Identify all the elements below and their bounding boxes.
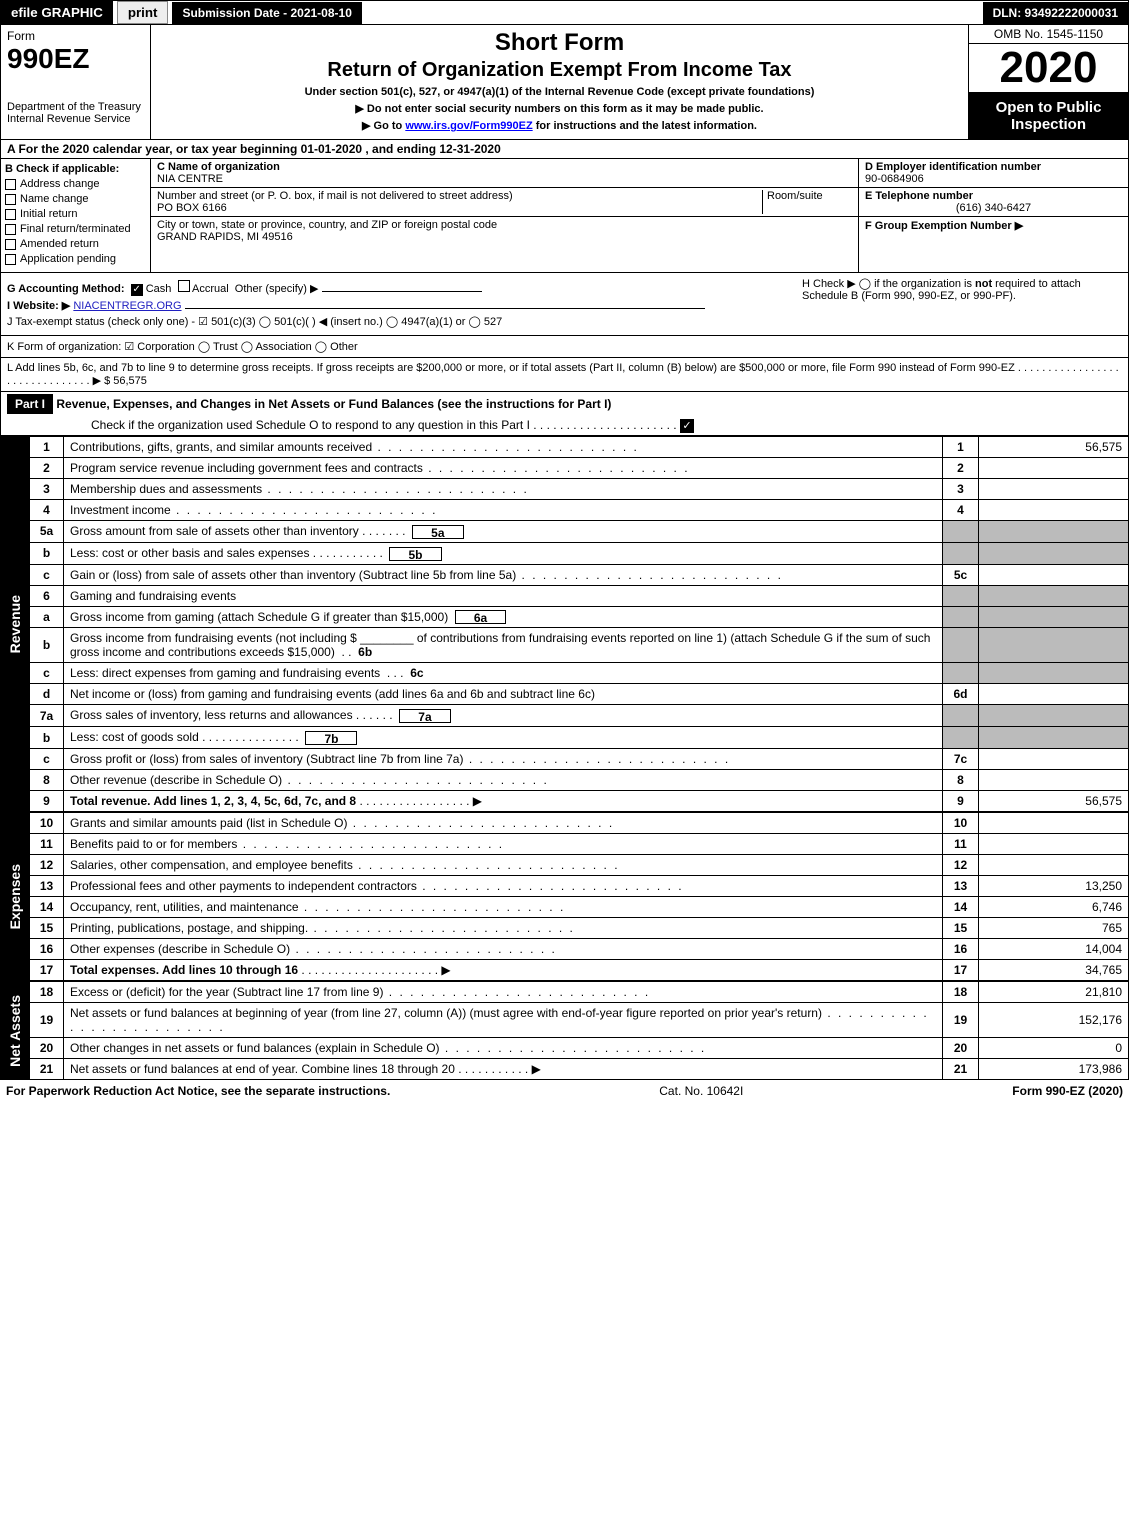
dln-label: DLN: 93492222000031 <box>983 2 1128 24</box>
part1-header-row: Part I Revenue, Expenses, and Changes in… <box>0 392 1129 436</box>
header-right: OMB No. 1545-1150 2020 Open to Public In… <box>968 25 1128 139</box>
cell-d-ein: D Employer identification number 90-0684… <box>859 159 1128 188</box>
website-link[interactable]: NIACENTREGR.ORG <box>73 300 181 312</box>
rows-g-to-l: H Check ▶ ◯ if the organization is not r… <box>0 273 1129 336</box>
line-k: K Form of organization: ☑ Corporation ◯ … <box>0 336 1129 358</box>
subtitle-1: Under section 501(c), 527, or 4947(a)(1)… <box>157 86 962 98</box>
omb-number: OMB No. 1545-1150 <box>969 25 1128 44</box>
ln1-num: 1 <box>30 437 64 458</box>
phone-value: (616) 340-6427 <box>865 202 1122 214</box>
line-a-tax-year: A For the 2020 calendar year, or tax yea… <box>0 140 1129 159</box>
revenue-side-label: Revenue <box>1 437 30 812</box>
expenses-side-label: Expenses <box>1 813 30 981</box>
print-button[interactable]: print <box>117 1 169 24</box>
irs-link[interactable]: www.irs.gov/Form990EZ <box>405 120 532 132</box>
department-label: Department of the Treasury Internal Reve… <box>7 101 144 125</box>
title-short-form: Short Form <box>157 29 962 57</box>
room-suite-label: Room/suite <box>762 190 852 214</box>
ln1-amt: 56,575 <box>979 437 1129 458</box>
netassets-side-label: Net Assets <box>1 982 30 1080</box>
info-grid: B Check if applicable: Address change Na… <box>0 159 1129 273</box>
col-c-org-info: C Name of organization NIA CENTRE Number… <box>151 159 858 272</box>
cb-amended-return[interactable]: Amended return <box>5 238 146 250</box>
cb-name-change[interactable]: Name change <box>5 193 146 205</box>
ln1-lab: 1 <box>943 437 979 458</box>
line-l: L Add lines 5b, 6c, and 7b to line 9 to … <box>0 358 1129 392</box>
col-b-checkboxes: B Check if applicable: Address change Na… <box>1 159 151 272</box>
ein-value: 90-0684906 <box>865 173 1122 185</box>
part1-check-line: Check if the organization used Schedule … <box>91 418 677 432</box>
box-h: H Check ▶ ◯ if the organization is not r… <box>802 277 1122 302</box>
cb-address-change[interactable]: Address change <box>5 178 146 190</box>
tax-year: 2020 <box>969 44 1128 93</box>
form-header: Form 990EZ Department of the Treasury In… <box>0 25 1129 140</box>
header-mid: Short Form Return of Organization Exempt… <box>151 25 968 139</box>
top-bar: efile GRAPHIC print Submission Date - 20… <box>0 0 1129 25</box>
row-city: City or town, state or province, country… <box>151 217 858 245</box>
col-b-label: B Check if applicable: <box>5 163 146 175</box>
ln1-txt: Contributions, gifts, grants, and simila… <box>64 437 943 458</box>
org-city: GRAND RAPIDS, MI 49516 <box>157 231 852 243</box>
subtitle-2: ▶ Do not enter social security numbers o… <box>157 102 962 115</box>
org-street: PO BOX 6166 <box>157 202 762 214</box>
row-c-name: C Name of organization NIA CENTRE <box>151 159 858 188</box>
title-return: Return of Organization Exempt From Incom… <box>157 59 962 82</box>
open-to-public: Open to Public Inspection <box>969 93 1128 139</box>
footer-cat: Cat. No. 10642I <box>390 1084 1012 1098</box>
part1-label: Part I <box>7 394 53 414</box>
header-left: Form 990EZ Department of the Treasury In… <box>1 25 151 139</box>
subtitle-3: ▶ Go to www.irs.gov/Form990EZ for instru… <box>157 119 962 132</box>
submission-date: Submission Date - 2021-08-10 <box>172 2 361 24</box>
line-j: J Tax-exempt status (check only one) - ☑… <box>7 315 1122 328</box>
form-label: Form <box>7 29 144 43</box>
cb-final-return[interactable]: Final return/terminated <box>5 223 146 235</box>
page-footer: For Paperwork Reduction Act Notice, see … <box>0 1080 1129 1102</box>
org-name: NIA CENTRE <box>157 173 852 185</box>
form-number: 990EZ <box>7 43 144 75</box>
cb-initial-return[interactable]: Initial return <box>5 208 146 220</box>
cell-e-phone: E Telephone number (616) 340-6427 <box>859 188 1128 217</box>
footer-left: For Paperwork Reduction Act Notice, see … <box>6 1084 390 1098</box>
part1-title: Revenue, Expenses, and Changes in Net As… <box>56 397 611 411</box>
revenue-table: Revenue 1 Contributions, gifts, grants, … <box>0 436 1129 812</box>
expenses-table: Expenses 10Grants and similar amounts pa… <box>0 812 1129 981</box>
cell-f-group: F Group Exemption Number ▶ <box>859 217 1128 234</box>
col-def: D Employer identification number 90-0684… <box>858 159 1128 272</box>
schedule-o-checkmark: ✓ <box>680 419 694 433</box>
cb-application-pending[interactable]: Application pending <box>5 253 146 265</box>
efile-button[interactable]: efile GRAPHIC <box>1 1 113 24</box>
netassets-table: Net Assets 18Excess or (deficit) for the… <box>0 981 1129 1080</box>
row-street: Number and street (or P. O. box, if mail… <box>151 188 858 217</box>
footer-right: Form 990-EZ (2020) <box>1012 1084 1123 1098</box>
